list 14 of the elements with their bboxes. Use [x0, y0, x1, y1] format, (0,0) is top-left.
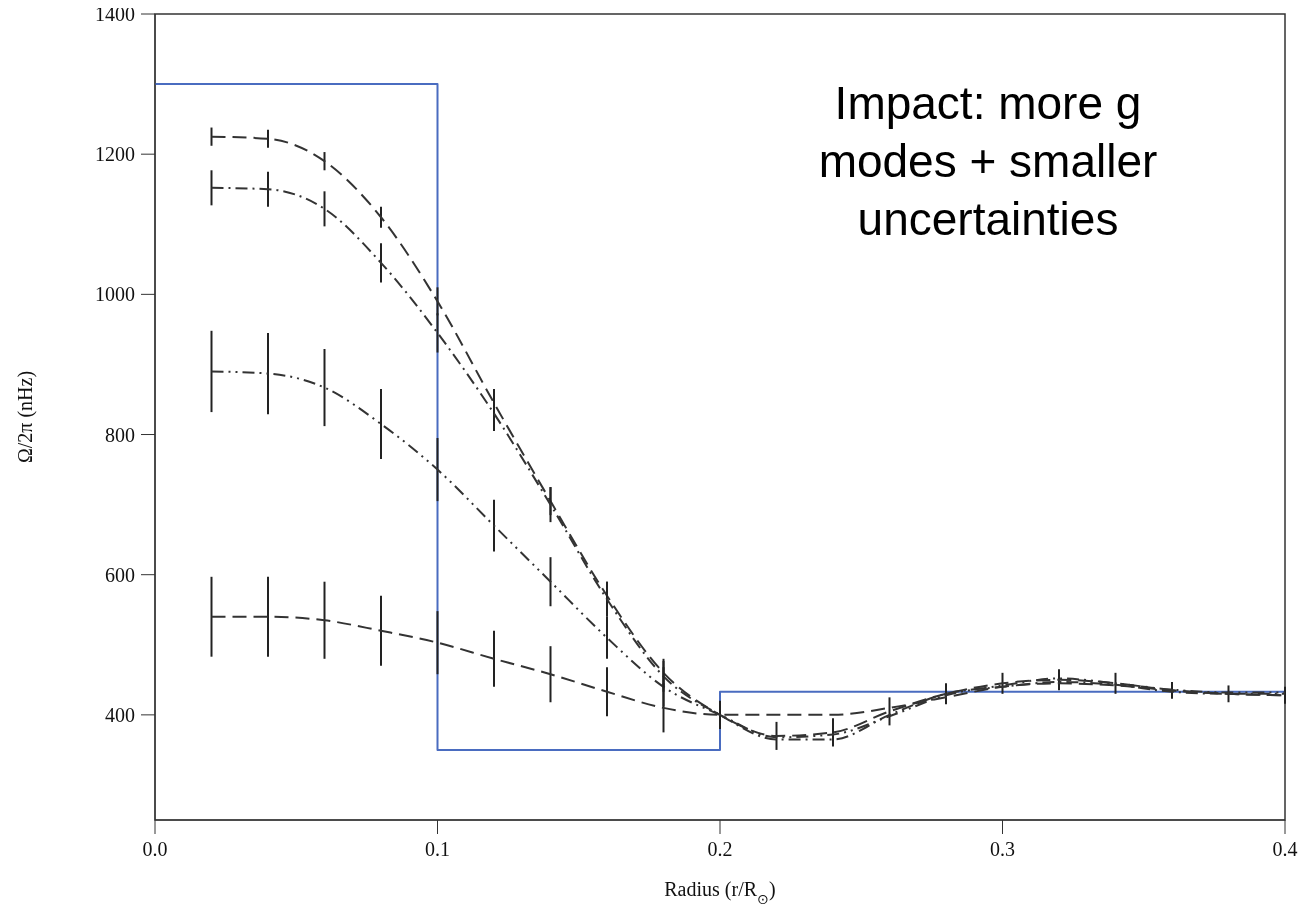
- annotation: Impact: more g modes + smaller uncertainties: [817, 76, 1159, 247]
- x-tick-label: 0.4: [1272, 838, 1298, 861]
- y-tick-label: 1400: [95, 3, 135, 26]
- y-tick-label: 1000: [95, 283, 135, 306]
- x-tick-label: 0.2: [707, 838, 733, 861]
- y-tick-label: 800: [105, 423, 135, 446]
- x-tick-label: 0.0: [142, 838, 168, 861]
- y-tick-label: 400: [105, 703, 135, 726]
- y-tick-label: 600: [105, 563, 135, 586]
- y-axis-title: Ω/2π (nHz): [14, 370, 38, 464]
- x-tick-label: 0.3: [990, 838, 1015, 861]
- x-tick-label: 0.1: [425, 838, 450, 861]
- x-axis-title: Radius (r/R$_{⊙}$): [664, 878, 776, 907]
- y-tick-label: 1200: [95, 143, 135, 166]
